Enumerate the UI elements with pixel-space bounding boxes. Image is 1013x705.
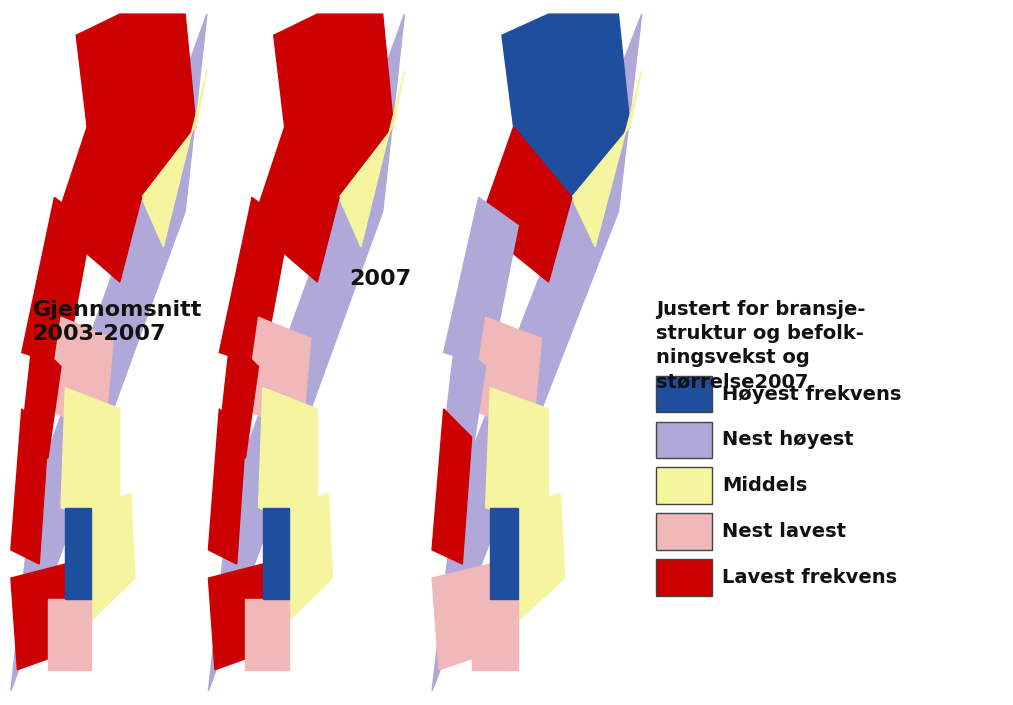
Polygon shape (219, 197, 289, 367)
Polygon shape (11, 409, 48, 564)
Bar (656, 559, 712, 596)
Polygon shape (11, 564, 76, 670)
Polygon shape (289, 493, 332, 620)
Text: Høyest frekvens: Høyest frekvens (722, 385, 902, 403)
Polygon shape (274, 14, 393, 197)
Polygon shape (339, 70, 404, 247)
Polygon shape (91, 493, 135, 620)
Polygon shape (48, 599, 91, 670)
Polygon shape (11, 14, 207, 691)
Text: Nest høyest: Nest høyest (722, 431, 854, 449)
Polygon shape (252, 127, 339, 282)
Text: Gjennomsnitt
2003-2007: Gjennomsnitt 2003-2007 (32, 300, 202, 345)
Polygon shape (432, 14, 642, 691)
Polygon shape (444, 197, 519, 367)
Bar (656, 467, 712, 504)
Polygon shape (22, 197, 91, 367)
Polygon shape (65, 508, 91, 599)
Polygon shape (432, 564, 502, 670)
Text: Nest lavest: Nest lavest (722, 522, 846, 541)
Polygon shape (55, 127, 142, 282)
Polygon shape (258, 388, 317, 529)
Text: 2007: 2007 (349, 269, 411, 289)
Polygon shape (472, 599, 519, 670)
Bar (656, 422, 712, 458)
Polygon shape (61, 388, 120, 529)
Polygon shape (479, 127, 571, 282)
Polygon shape (245, 599, 289, 670)
Polygon shape (142, 70, 207, 247)
Polygon shape (571, 70, 642, 247)
Polygon shape (48, 317, 113, 437)
Polygon shape (444, 338, 485, 458)
Polygon shape (432, 409, 472, 564)
Polygon shape (209, 409, 245, 564)
Text: Middels: Middels (722, 477, 807, 495)
Text: Lavest frekvens: Lavest frekvens (722, 568, 898, 587)
Bar (656, 376, 712, 412)
Polygon shape (490, 508, 519, 599)
Polygon shape (502, 14, 630, 197)
Polygon shape (219, 338, 258, 458)
Polygon shape (22, 338, 61, 458)
Polygon shape (485, 388, 549, 529)
Polygon shape (519, 493, 565, 620)
Text: Justert for bransje-
struktur og befolk-
ningsvekst og
størrelse2007: Justert for bransje- struktur og befolk-… (656, 300, 866, 391)
Polygon shape (472, 317, 542, 437)
Polygon shape (76, 14, 197, 197)
Bar (656, 513, 712, 550)
Polygon shape (245, 317, 311, 437)
Polygon shape (209, 564, 274, 670)
Polygon shape (209, 14, 404, 691)
Polygon shape (263, 508, 289, 599)
